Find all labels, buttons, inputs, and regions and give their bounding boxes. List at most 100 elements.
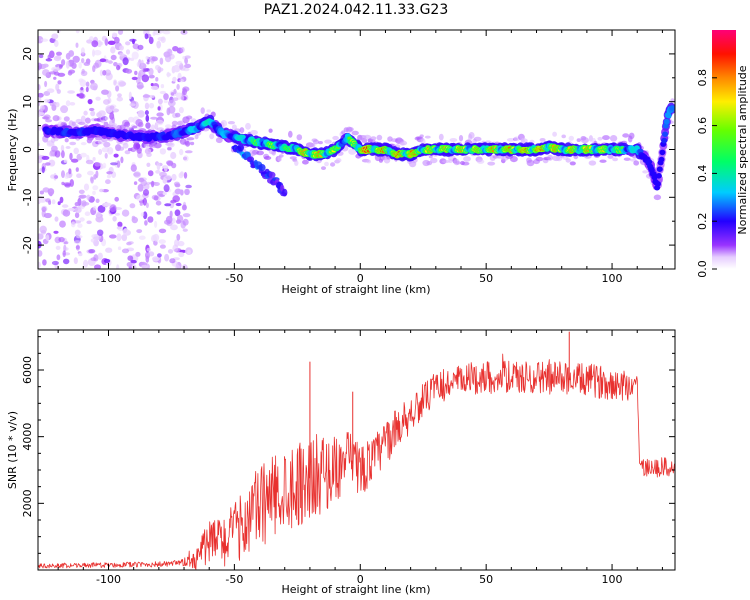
noise-blob bbox=[95, 198, 100, 203]
noise-blob bbox=[92, 49, 95, 57]
noise-blob bbox=[171, 173, 177, 181]
noise-blob bbox=[93, 254, 99, 262]
noise-blob bbox=[160, 84, 165, 89]
noise-blob bbox=[132, 38, 135, 45]
noise-blob bbox=[109, 204, 117, 213]
noise-blob bbox=[163, 51, 171, 58]
noise-blob bbox=[63, 182, 72, 187]
noise-blob bbox=[69, 152, 73, 161]
noise-blob bbox=[125, 68, 133, 74]
halo-blob bbox=[80, 115, 86, 123]
noise-blob bbox=[55, 245, 61, 250]
halo-blob bbox=[179, 138, 187, 145]
noise-blob bbox=[150, 116, 158, 120]
colorbar-gradient bbox=[712, 30, 736, 269]
noise-blob bbox=[174, 209, 181, 217]
noise-blob bbox=[78, 62, 82, 69]
noise-blob bbox=[157, 36, 165, 41]
noise-blob bbox=[54, 175, 59, 179]
noise-blob bbox=[144, 33, 149, 40]
noise-blob bbox=[166, 71, 170, 78]
ridge-blob-mid bbox=[669, 105, 675, 111]
halo-blob bbox=[200, 107, 205, 114]
ridge-blob-mid bbox=[646, 159, 653, 165]
noise-blob bbox=[121, 234, 128, 242]
halo-blob bbox=[438, 133, 444, 141]
noise-blob bbox=[95, 136, 103, 141]
noise-blob bbox=[182, 218, 189, 226]
noise-blob bbox=[103, 202, 112, 207]
halo-blob bbox=[376, 134, 383, 141]
noise-blob bbox=[157, 98, 163, 105]
noise-blob bbox=[109, 234, 117, 239]
noise-blob bbox=[154, 220, 158, 228]
noise-blob bbox=[67, 90, 75, 94]
halo-blob bbox=[330, 162, 336, 167]
noise-blob bbox=[99, 69, 104, 77]
noise-blob bbox=[71, 158, 79, 163]
halo-blob bbox=[458, 135, 464, 142]
noise-blob bbox=[133, 172, 141, 177]
noise-blob bbox=[51, 104, 57, 111]
noise-blob bbox=[94, 162, 101, 167]
halo-blob bbox=[526, 159, 535, 167]
halo-blob bbox=[366, 159, 371, 164]
noise-blob bbox=[117, 246, 122, 250]
noise-blob bbox=[158, 228, 167, 234]
noise-blob bbox=[78, 252, 83, 257]
spectrogram-ytick-label: -20 bbox=[21, 236, 34, 254]
halo-blob bbox=[78, 121, 86, 125]
noise-blob bbox=[58, 236, 65, 243]
noise-blob bbox=[128, 91, 132, 100]
noise-blob bbox=[63, 116, 70, 122]
noise-blob bbox=[142, 189, 150, 196]
halo-blob bbox=[64, 138, 69, 143]
noise-blob bbox=[145, 255, 150, 263]
halo-blob bbox=[400, 140, 408, 146]
halo-blob bbox=[185, 140, 191, 147]
noise-blob bbox=[69, 179, 75, 187]
halo-blob bbox=[653, 194, 662, 201]
noise-blob bbox=[101, 147, 110, 153]
halo-blob bbox=[324, 161, 329, 167]
noise-blob bbox=[163, 184, 170, 193]
halo-blob bbox=[137, 121, 144, 128]
halo-blob bbox=[167, 142, 175, 148]
noise-blob bbox=[89, 107, 95, 112]
halo-blob bbox=[43, 114, 51, 120]
noise-blob bbox=[74, 207, 82, 214]
noise-blob bbox=[74, 220, 82, 224]
spectrogram-marks bbox=[38, 30, 675, 269]
noise-blob bbox=[131, 51, 139, 60]
noise-blob bbox=[51, 260, 59, 266]
noise-blob bbox=[173, 88, 177, 95]
noise-blob bbox=[117, 221, 123, 228]
noise-blob bbox=[38, 250, 43, 257]
noise-blob bbox=[79, 79, 87, 87]
noise-blob bbox=[72, 55, 80, 63]
spectrogram-xtick-label: -50 bbox=[225, 272, 243, 285]
halo-blob bbox=[112, 123, 118, 128]
noise-blob bbox=[103, 258, 111, 264]
noise-blob bbox=[55, 83, 60, 92]
branch-blob bbox=[282, 188, 288, 197]
colorbar-ticks: 0.0 0.2 0.4 0.6 0.8 bbox=[696, 69, 717, 278]
halo-blob bbox=[568, 135, 574, 141]
halo-blob bbox=[296, 134, 303, 141]
noise-blob bbox=[65, 52, 71, 60]
noise-blob bbox=[104, 38, 109, 46]
noise-blob bbox=[156, 190, 165, 197]
halo-blob bbox=[642, 170, 649, 174]
noise-blob bbox=[57, 80, 62, 85]
snr-panel: -100 -50 0 50 100 2000 4000 6000 Height of stra… bbox=[6, 329, 676, 596]
noise-blob bbox=[151, 180, 155, 188]
noise-blob bbox=[116, 96, 124, 102]
halo-blob bbox=[576, 138, 581, 143]
noise-blob bbox=[104, 152, 108, 159]
noise-blob bbox=[49, 151, 54, 157]
noise-blob bbox=[63, 159, 68, 163]
noise-blob bbox=[70, 221, 76, 228]
halo-blob bbox=[231, 124, 237, 130]
noise-blob bbox=[93, 205, 97, 211]
noise-blob bbox=[41, 206, 47, 212]
